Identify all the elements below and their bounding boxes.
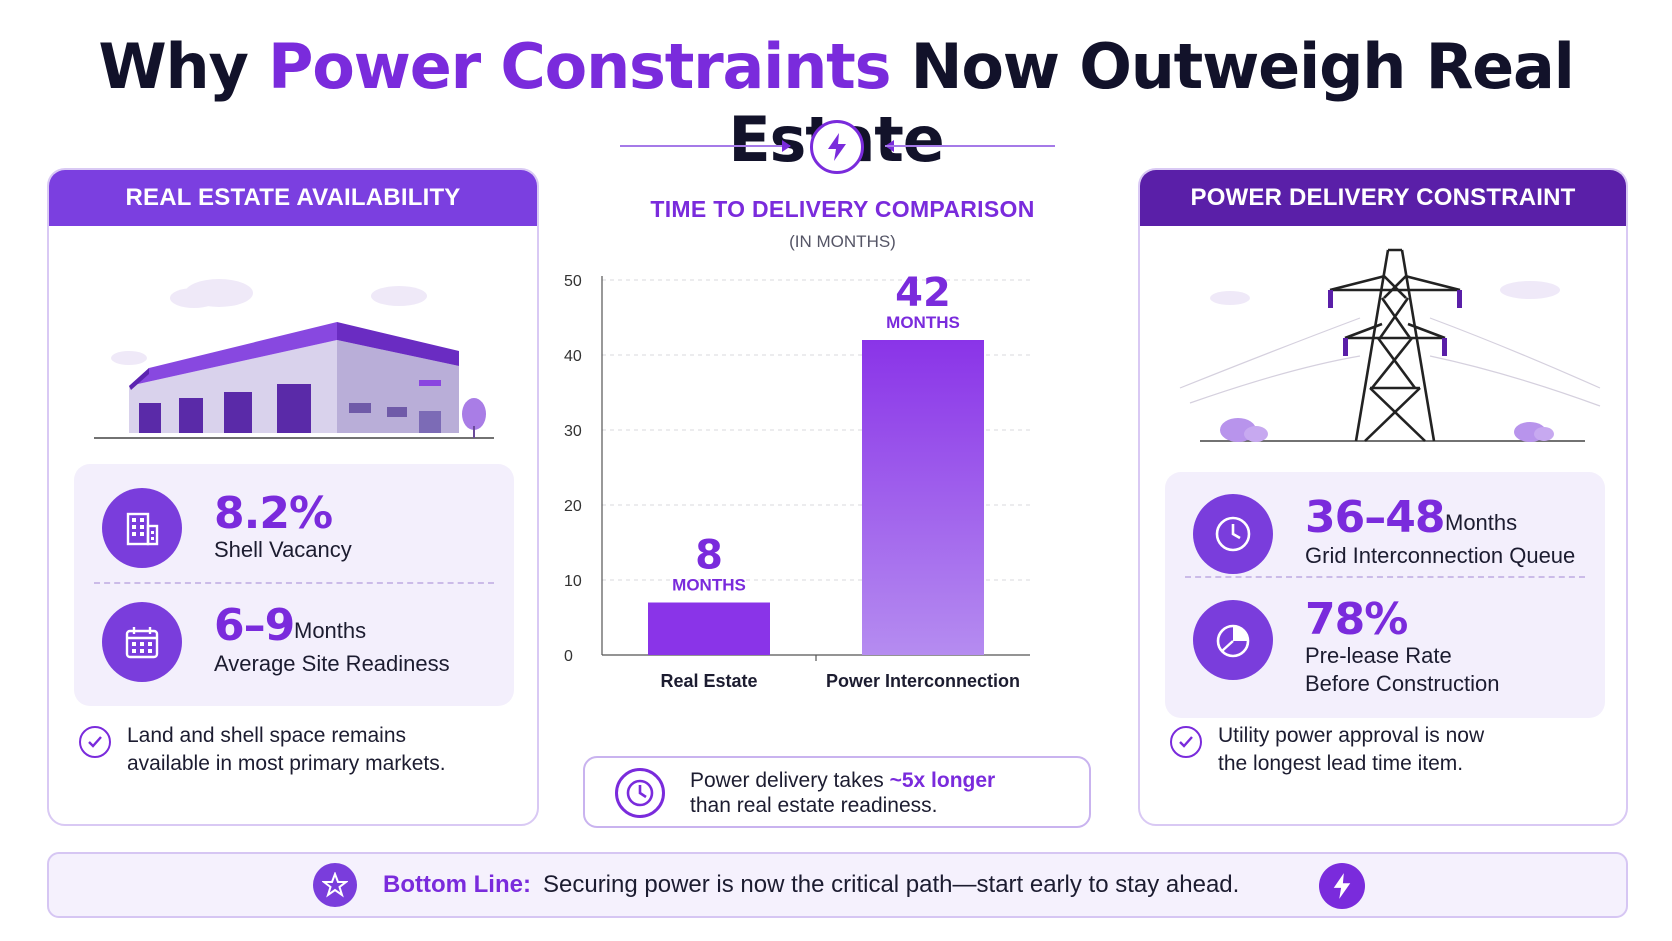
title-accent: Power Constraints: [268, 30, 891, 103]
bar-real-estate: [648, 602, 770, 655]
power-stats: 36–48 Months Grid Interconnection Queue …: [1165, 472, 1605, 718]
real-estate-note: Land and shell space remains available i…: [79, 722, 446, 778]
y-tick-label: 30: [564, 423, 582, 440]
building-icon: [102, 488, 182, 568]
title-part-1: Why: [98, 30, 269, 103]
pre-lease-rate-label: Pre-lease Rate Before Construction: [1305, 642, 1499, 698]
pre-lease-rate-label-line-2: Before Construction: [1305, 671, 1500, 696]
real-estate-note-line-2: available in most primary markets.: [127, 752, 446, 775]
power-note-text: Utility power approval is now the longes…: [1218, 722, 1484, 778]
chart-title: TIME TO DELIVERY COMPARISON: [650, 196, 1035, 222]
title-part-2: Now Outweigh Real Estate: [728, 30, 1575, 176]
shell-vacancy-label: Shell Vacancy: [214, 537, 352, 562]
clock-icon: [615, 768, 665, 818]
transmission-tower-icon: [1179, 248, 1601, 442]
stat-interconnection-queue: 36–48 Months Grid Interconnection Queue: [1165, 482, 1605, 592]
callout-text: Power delivery takes ~5x longer than rea…: [690, 768, 995, 818]
data-label-value: 42: [895, 270, 951, 316]
check-icon: [1170, 726, 1202, 758]
power-note-line-2: the longest lead time item.: [1218, 752, 1464, 775]
stats-divider: [94, 582, 494, 584]
stat-shell-vacancy: 8.2% Shell Vacancy: [74, 474, 514, 584]
callout-highlight: ~5x longer: [889, 769, 996, 792]
star-icon: [313, 863, 357, 907]
pre-lease-rate-label-line-1: Pre-lease Rate: [1305, 643, 1452, 668]
interconnection-queue-unit: Months: [1445, 510, 1518, 535]
real-estate-panel: REAL ESTATE AVAILABILITY: [47, 168, 539, 826]
real-estate-stats: 8.2% Shell Vacancy 6–9 Months Average Si…: [74, 464, 514, 706]
pre-lease-rate-value: 78%: [1305, 594, 1408, 645]
bottom-line-body: Securing power is now the critical path—…: [542, 871, 1240, 898]
power-delivery-panel-header: POWER DELIVERY CONSTRAINT: [1140, 170, 1626, 226]
data-label-unit: MONTHS: [672, 576, 746, 595]
site-readiness-label: Average Site Readiness: [214, 651, 450, 676]
page-title: Why Power Constraints Now Outweigh Real …: [0, 30, 1672, 176]
data-label-unit: MONTHS: [886, 313, 960, 332]
divider-left-arrow: [782, 140, 791, 152]
real-estate-panel-header: REAL ESTATE AVAILABILITY: [49, 170, 537, 226]
calendar-icon: [102, 602, 182, 682]
x-tick-label: Power Interconnection: [826, 671, 1020, 691]
divider-left-line: [620, 145, 790, 147]
site-readiness-value: 6–9: [214, 600, 295, 651]
bar-power-interconnection: [862, 340, 984, 655]
power-delivery-panel: POWER DELIVERY CONSTRAINT: [1138, 168, 1628, 826]
check-icon: [79, 726, 111, 758]
real-estate-note-text: Land and shell space remains available i…: [127, 722, 446, 778]
callout-prefix: Power delivery takes: [690, 769, 890, 792]
chart-subtitle: (IN MONTHS): [789, 232, 896, 251]
bottom-line-lead: Bottom Line:: [383, 871, 531, 898]
real-estate-note-line-1: Land and shell space remains: [127, 724, 407, 747]
y-tick-label: 50: [564, 273, 582, 290]
site-readiness-unit: Months: [294, 618, 367, 643]
bottom-line-banner: Bottom Line: Securing power is now the cr…: [47, 852, 1628, 918]
lightning-bolt-icon: [810, 120, 864, 174]
y-tick-label: 40: [564, 348, 582, 365]
x-tick-label: Real Estate: [660, 671, 757, 691]
y-tick-label: 20: [564, 498, 582, 515]
y-tick-label: 0: [564, 648, 573, 665]
interconnection-queue-value: 36–48: [1305, 492, 1445, 543]
stat-pre-lease-rate: 78% Pre-lease Rate Before Construction: [1165, 588, 1605, 698]
power-note: Utility power approval is now the longes…: [1170, 722, 1484, 778]
bottom-line-text: Bottom Line: Securing power is now the cr…: [383, 871, 1239, 899]
clock-icon: [1193, 494, 1273, 574]
y-tick-label: 10: [564, 573, 582, 590]
lightning-bolt-icon: [1319, 863, 1365, 909]
callout-line-2: than real estate readiness.: [690, 794, 938, 817]
shell-vacancy-value: 8.2%: [214, 488, 333, 539]
stat-site-readiness: 6–9 Months Average Site Readiness: [74, 590, 514, 700]
divider-right-line: [885, 145, 1055, 147]
power-note-line-1: Utility power approval is now: [1218, 724, 1485, 747]
warehouse-icon: [94, 279, 494, 439]
pie-chart-icon: [1193, 600, 1273, 680]
interconnection-queue-label: Grid Interconnection Queue: [1305, 543, 1576, 568]
data-label-value: 8: [695, 533, 723, 579]
comparison-callout: Power delivery takes ~5x longer than rea…: [583, 756, 1091, 828]
stats-divider: [1185, 576, 1585, 578]
